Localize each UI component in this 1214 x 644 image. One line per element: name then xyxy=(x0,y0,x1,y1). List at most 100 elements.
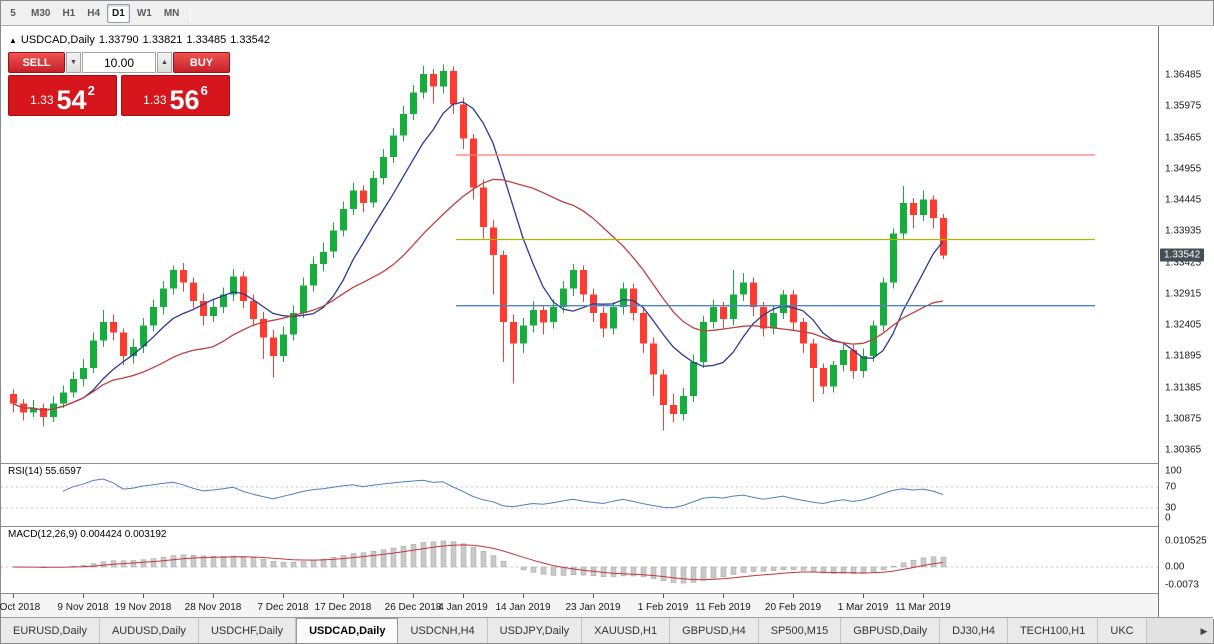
price-axis-label: 1.31385 xyxy=(1165,382,1202,393)
macd-indicator-label: MACD(12,26,9) 0.004424 0.003192 xyxy=(8,529,167,540)
macd-level-label: -0.0073 xyxy=(1165,579,1199,591)
chart-title: ▲ USDCAD,Daily 1.33790 1.33821 1.33485 1.3354… xyxy=(9,34,274,46)
time-axis-tick xyxy=(83,594,84,598)
macd-level-label: 0.00 xyxy=(1165,561,1185,573)
chart-area: ▲ USDCAD,Daily 1.33790 1.33821 1.33485 1.3354… xyxy=(0,26,1214,619)
price-axis[interactable]: 1.33542 1.36485 1.35975 1.35465 1.34955 1.34… xyxy=(1158,26,1214,619)
time-axis-tick xyxy=(923,594,924,598)
time-axis-tick xyxy=(593,594,594,598)
timeframe-button-h1[interactable]: H1 xyxy=(62,7,76,19)
candlestick-chart[interactable] xyxy=(1,26,1158,619)
sell-price-big-digits: 54 xyxy=(56,85,87,116)
timeframe-toolbar: 5 M30 H1 H4 D1 W1 MN xyxy=(1,1,1213,26)
chart-tab-dj30-h4[interactable]: DJ30,H4 xyxy=(940,618,1008,643)
rsi-level-label: 30 xyxy=(1165,502,1177,514)
timeframe-button-d1[interactable]: D1 xyxy=(107,3,130,23)
time-axis-label: 9 Nov 2018 xyxy=(57,602,109,613)
time-axis-tick xyxy=(143,594,144,598)
chart-tab-sp500-m15[interactable]: SP500,M15 xyxy=(758,618,842,643)
sell-price-prefix: 1.33 xyxy=(30,93,54,107)
price-axis-label: 1.36485 xyxy=(1165,69,1202,81)
time-axis-tick xyxy=(13,594,14,598)
chart-tab-xauusd-h1[interactable]: XAUUSD,H1 xyxy=(582,618,671,643)
rsi-level-label: 100 xyxy=(1165,465,1182,477)
timeframe-button-m30[interactable]: M30 xyxy=(31,7,51,19)
price-axis-label: 1.30875 xyxy=(1165,413,1202,425)
price-axis-label: 1.33425 xyxy=(1165,257,1202,268)
chart-tab-audusd-daily[interactable]: AUDUSD,Daily xyxy=(99,618,199,643)
current-price-badge: 1.33542 xyxy=(1160,248,1205,262)
rsi-indicator-label: RSI(14) 55.6597 xyxy=(8,466,82,477)
timeframe-button-mn[interactable]: MN xyxy=(163,7,180,19)
timeframe-button-w1[interactable]: W1 xyxy=(136,7,152,19)
time-axis-tick xyxy=(863,594,864,598)
chart-close-value: 1.33542 xyxy=(230,34,270,46)
chart-symbol-period: USDCAD,Daily xyxy=(20,34,95,46)
time-axis-label: 1 Mar 2019 xyxy=(837,602,889,613)
time-axis-tick xyxy=(283,594,284,598)
macd-level-label: 0.010525 xyxy=(1165,535,1207,547)
time-axis-label: 23 Jan 2019 xyxy=(565,602,621,613)
time-axis-tick xyxy=(413,594,414,598)
buy-button[interactable]: BUY xyxy=(173,52,230,73)
symbol-marker-icon: ▲ xyxy=(9,36,17,45)
time-axis-tick xyxy=(523,594,524,598)
time-axis-label: 17 Dec 2018 xyxy=(314,602,372,613)
timeframe-button-h4[interactable]: H4 xyxy=(87,7,101,19)
time-axis-tick xyxy=(213,594,214,598)
time-axis-label: 7 Dec 2018 xyxy=(257,602,309,613)
buy-price-pipette: 6 xyxy=(200,83,208,98)
rsi-level-label: 0 xyxy=(1165,512,1171,524)
toolbar-separator xyxy=(190,4,192,22)
price-axis-label: 1.30365 xyxy=(1165,444,1202,456)
chart-tab-usdcnh-h4[interactable]: USDCNH,H4 xyxy=(398,618,488,643)
time-axis-label: 31 Oct 2018 xyxy=(0,602,41,613)
chart-tab-ukc[interactable]: UKC xyxy=(1098,618,1147,643)
chart-tab-usdcad-daily[interactable]: USDCAD,Daily xyxy=(296,618,399,643)
time-axis-tick xyxy=(723,594,724,598)
rsi-level-label: 70 xyxy=(1165,481,1177,493)
chart-low-value: 1.33485 xyxy=(186,34,227,46)
time-axis[interactable]: 31 Oct 2018 9 Nov 2018 19 Nov 2018 28 Nov 2… xyxy=(0,593,1158,619)
buy-price-button[interactable]: 1.33 56 6 xyxy=(121,75,230,116)
time-axis-label: 14 Jan 2019 xyxy=(495,602,551,613)
time-axis-tick xyxy=(343,594,344,598)
price-axis-label: 1.32405 xyxy=(1165,319,1202,331)
time-axis-label: 4 Jan 2019 xyxy=(438,602,488,613)
price-axis-label: 1.34955 xyxy=(1165,163,1202,175)
time-axis-label: 26 Dec 2018 xyxy=(384,602,442,613)
price-axis-label: 1.32915 xyxy=(1165,288,1202,300)
price-axis-label: 1.35975 xyxy=(1165,100,1202,112)
timeframe-button-5[interactable]: 5 xyxy=(10,7,16,19)
chart-open-value: 1.33790 xyxy=(98,34,139,46)
chart-high-value: 1.33821 xyxy=(142,34,183,46)
time-axis-tick xyxy=(463,594,464,598)
time-axis-tick xyxy=(663,594,664,598)
time-axis-label: 11 Feb 2019 xyxy=(695,602,751,613)
time-axis-label: 11 Mar 2019 xyxy=(895,602,951,613)
price-axis-label: 1.34445 xyxy=(1165,194,1202,206)
time-axis-tick xyxy=(793,594,794,598)
sell-price-button[interactable]: 1.33 54 2 xyxy=(8,75,117,116)
chart-tab-gbpusd-h4[interactable]: GBPUSD,H4 xyxy=(670,618,759,643)
chart-tab-usdjpy-daily[interactable]: USDJPY,Daily xyxy=(487,618,583,643)
chart-tab-tech100-h1[interactable]: TECH100,H1 xyxy=(1007,618,1099,643)
chart-tab-gbpusd-daily[interactable]: GBPUSD,Daily xyxy=(841,618,941,643)
tab-scroll-right-button[interactable]: ▶ xyxy=(1195,619,1213,643)
price-axis-label: 1.35465 xyxy=(1165,132,1202,143)
time-axis-label: 1 Feb 2019 xyxy=(637,602,689,613)
one-click-trading-panel: SELL ▼ 10.00 ▲ BUY 1.33 54 2 1.33 56 6 xyxy=(8,52,230,116)
volume-input[interactable]: 10.00 xyxy=(82,52,156,73)
price-axis-label: 1.33935 xyxy=(1165,225,1202,237)
volume-increase-button[interactable]: ▲ xyxy=(157,52,172,73)
sell-price-pipette: 2 xyxy=(87,83,95,98)
sell-button[interactable]: SELL xyxy=(8,52,65,73)
chart-tab-usdchf-daily[interactable]: USDCHF,Daily xyxy=(198,618,297,643)
time-axis-label: 20 Feb 2019 xyxy=(764,602,822,613)
buy-price-big-digits: 56 xyxy=(169,85,200,116)
volume-decrease-button[interactable]: ▼ xyxy=(66,52,81,73)
price-axis-label: 1.31895 xyxy=(1165,350,1202,362)
time-axis-label: 19 Nov 2018 xyxy=(114,602,172,613)
chart-tab-eurusd-daily[interactable]: EURUSD,Daily xyxy=(1,618,100,643)
